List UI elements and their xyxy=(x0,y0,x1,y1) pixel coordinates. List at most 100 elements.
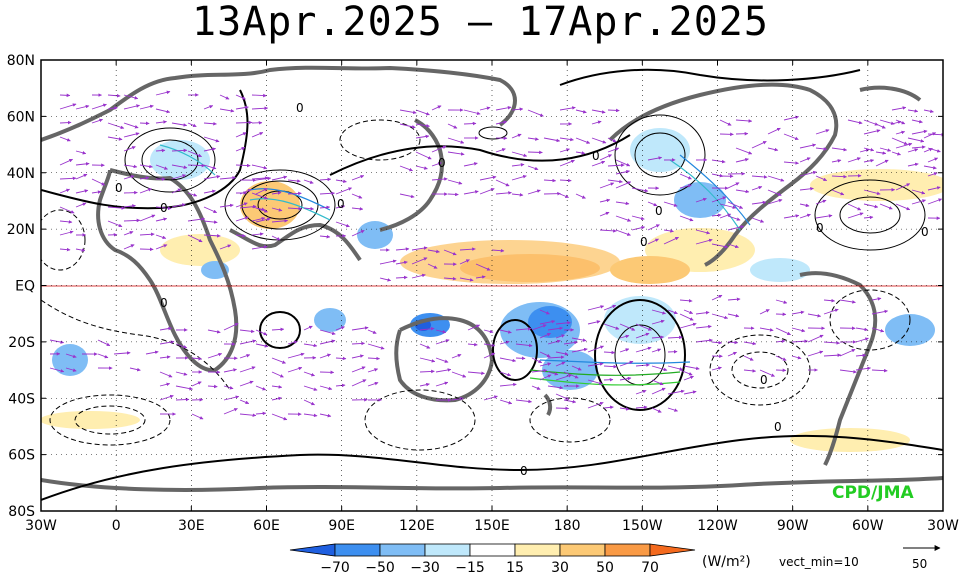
flux-vector xyxy=(775,299,788,304)
map-title: 13Apr.2025 – 17Apr.2025 xyxy=(192,0,769,45)
flux-vector xyxy=(91,178,106,186)
flux-vector xyxy=(839,369,857,374)
flux-vector xyxy=(759,369,775,377)
flux-vector xyxy=(711,213,722,218)
flux-vector xyxy=(107,136,123,141)
flux-vector xyxy=(91,118,103,124)
flux-vector xyxy=(831,159,842,163)
flux-vector xyxy=(75,202,87,208)
flux-vector xyxy=(647,156,663,161)
contour-ring xyxy=(124,127,216,193)
flux-vector xyxy=(711,196,727,203)
flux-vector xyxy=(791,310,805,315)
flux-vector xyxy=(911,119,923,124)
flux-vector xyxy=(647,201,658,207)
flux-vector xyxy=(139,176,150,180)
contour-negative xyxy=(364,389,476,451)
flux-vector xyxy=(923,147,933,153)
flux-vector xyxy=(815,199,827,205)
flux-vector xyxy=(155,120,167,124)
flux-vector xyxy=(559,159,575,167)
contour-ring xyxy=(141,139,199,181)
lon-tick-label: 60W xyxy=(852,518,884,534)
lon-tick-label: 90E xyxy=(328,518,355,534)
flux-vector xyxy=(223,408,238,415)
flux-vector xyxy=(491,248,505,253)
flux-vector xyxy=(155,164,168,170)
flux-vector xyxy=(239,380,254,387)
flux-vector xyxy=(367,329,377,334)
coast-eurasia-north xyxy=(41,65,517,142)
flux-stream xyxy=(159,144,216,176)
flux-vector xyxy=(767,198,783,205)
flux-vector xyxy=(415,134,430,139)
legend-value: 50 xyxy=(596,560,614,575)
flux-vector xyxy=(107,93,121,98)
flux-vector xyxy=(547,385,564,390)
flux-vector xyxy=(847,203,862,211)
flux-vector xyxy=(59,220,73,224)
contour-ring xyxy=(594,299,686,411)
flux-vector xyxy=(603,364,618,369)
flux-vector xyxy=(171,203,186,208)
flux-vector xyxy=(203,189,216,194)
shade-patch xyxy=(885,314,935,346)
flux-vector xyxy=(271,396,282,401)
flux-vector xyxy=(847,119,863,125)
flux-vector xyxy=(727,225,745,231)
flux-vector xyxy=(847,157,861,163)
legend-color-bar xyxy=(289,543,696,557)
shade-patch xyxy=(240,181,300,229)
flux-vector xyxy=(555,361,566,367)
flux-vector xyxy=(65,353,77,359)
flux-stream xyxy=(679,154,751,226)
flux-vector xyxy=(743,341,757,346)
flux-vector xyxy=(679,322,697,329)
flux-vector xyxy=(219,203,234,208)
flux-vector xyxy=(91,190,102,194)
flux-vector xyxy=(451,353,462,359)
flux-vector xyxy=(203,234,221,238)
flux-vector xyxy=(97,339,111,347)
flux-vector xyxy=(351,379,367,387)
contour-negative xyxy=(49,394,171,446)
flux-vector xyxy=(563,340,578,345)
contour-label: 0 xyxy=(160,296,168,310)
flux-vector xyxy=(187,234,203,243)
flux-vector xyxy=(123,164,138,169)
flux-vector xyxy=(271,175,288,181)
flux-vector xyxy=(463,121,477,126)
flux-vector xyxy=(123,104,140,110)
flux-vector xyxy=(335,204,346,209)
flux-vector xyxy=(447,192,459,197)
flux-vector xyxy=(139,121,150,126)
flux-vector xyxy=(679,369,693,376)
flux-vector xyxy=(863,189,881,196)
flux-vector xyxy=(515,343,533,348)
flux-vector xyxy=(807,334,824,343)
flux-vector xyxy=(495,148,506,153)
legend-swatch xyxy=(379,543,426,557)
flux-vector xyxy=(395,275,408,280)
flux-vector xyxy=(431,145,447,153)
flux-vector xyxy=(799,143,817,149)
flux-vector xyxy=(499,382,517,387)
lon-tick-label: 180 xyxy=(554,518,581,534)
flux-vector xyxy=(767,189,782,196)
flux-vector xyxy=(839,299,856,304)
contour-label: 0 xyxy=(438,156,446,170)
flux-vector xyxy=(251,216,266,222)
flux-vector xyxy=(667,365,684,371)
lat-tick-label: 60S xyxy=(8,448,35,464)
flux-vector xyxy=(139,188,152,194)
flux-vector xyxy=(911,199,926,205)
flux-vector xyxy=(235,147,246,152)
flux-vector xyxy=(203,220,218,224)
flux-vector xyxy=(75,150,87,155)
flux-vector xyxy=(123,204,136,208)
flux-vector xyxy=(531,368,548,373)
flux-vector xyxy=(647,238,659,245)
legend-value: 30 xyxy=(551,560,569,575)
flux-stream xyxy=(669,159,741,231)
flux-vector xyxy=(203,121,217,126)
